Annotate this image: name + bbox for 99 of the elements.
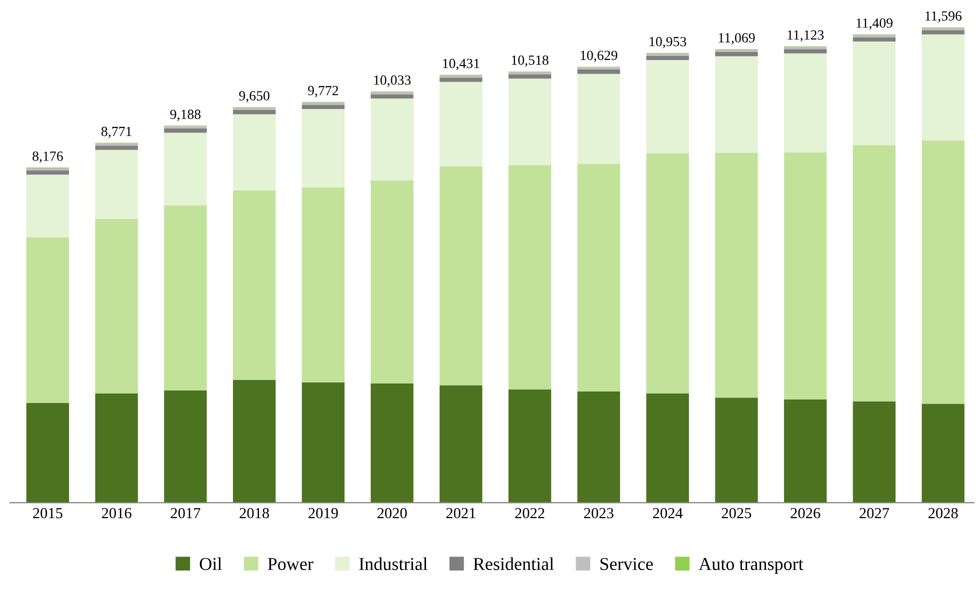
bar [715, 152, 758, 398]
x-tick-label: 2019 [308, 508, 338, 518]
x-tick-label: 2024 [652, 508, 683, 518]
bar [95, 393, 138, 503]
annotation: 9,188 [170, 110, 201, 122]
bar [784, 400, 827, 503]
bar [577, 164, 620, 392]
x-tick-label: 2022 [515, 508, 544, 518]
bar [715, 56, 758, 153]
annotation: 8,176 [32, 152, 63, 163]
bar [26, 402, 70, 503]
bar [852, 42, 896, 146]
bar [577, 70, 620, 74]
bar [646, 53, 689, 56]
annotation: 9,650 [239, 91, 270, 102]
annotation: 11,409 [856, 18, 892, 30]
bar [646, 153, 689, 394]
x-tick-label: 2015 [33, 508, 62, 518]
bar [577, 67, 620, 70]
bar [922, 34, 964, 140]
bar [26, 170, 70, 175]
bar [784, 53, 827, 152]
x-tick-label: 2021 [446, 508, 476, 518]
annotation: 10,629 [580, 50, 618, 62]
bar [232, 380, 276, 503]
bar [302, 109, 345, 188]
annotation: 11,069 [718, 33, 755, 44]
bar [508, 74, 552, 79]
bar [922, 30, 964, 34]
bar [646, 56, 689, 60]
bar [26, 174, 70, 238]
bar [302, 104, 345, 110]
x-tick-label: 2023 [584, 508, 614, 518]
annotation: 9,772 [308, 86, 338, 98]
bar [164, 128, 207, 133]
bar [784, 152, 827, 400]
bar [302, 187, 345, 382]
bar [370, 383, 414, 503]
bar [164, 126, 207, 129]
bar [440, 166, 482, 386]
bar [784, 46, 827, 50]
legend-label: Power [268, 558, 314, 570]
bar [852, 37, 896, 42]
bar [440, 82, 482, 167]
legend-label: Residential [473, 557, 554, 570]
bar [370, 92, 414, 94]
annotation: 11,596 [925, 11, 962, 23]
x-tick-label: 2018 [240, 508, 270, 518]
bar [164, 206, 207, 390]
bar [26, 168, 70, 170]
bar [370, 98, 414, 180]
bar [646, 60, 689, 154]
bar [922, 404, 964, 503]
annotation: 10,953 [650, 36, 686, 48]
bar [852, 145, 896, 402]
bar [440, 78, 482, 82]
x-tick-label: 2026 [790, 508, 820, 518]
x-tick-label: 2028 [928, 508, 958, 518]
bar [164, 390, 207, 503]
bar [922, 140, 964, 404]
x-tick-label: 2020 [377, 508, 407, 518]
x-tick-label: 2017 [170, 508, 200, 518]
bar [508, 165, 552, 390]
bar [715, 398, 758, 503]
bar [95, 146, 138, 150]
bar [302, 382, 345, 503]
bar [232, 190, 276, 380]
bar [508, 78, 552, 166]
bar [440, 385, 482, 503]
x-tick-label: 2016 [102, 508, 132, 518]
bar [164, 132, 207, 206]
bar [852, 401, 896, 503]
bar [26, 237, 70, 403]
legend-label: Industrial [359, 557, 428, 570]
bar [370, 94, 414, 99]
bar [95, 150, 138, 219]
bar [646, 393, 689, 503]
legend-label: Service [600, 558, 653, 570]
bar [922, 28, 964, 30]
legend-label: Oil [200, 557, 222, 570]
bar [577, 391, 620, 503]
x-tick-label: 2025 [722, 508, 752, 518]
annotation: 10,033 [374, 75, 411, 87]
annotation: 11,123 [788, 30, 824, 42]
annotation: 10,518 [512, 55, 548, 67]
legend-label: Auto transport [698, 558, 804, 574]
bar [784, 49, 827, 54]
bar [95, 143, 138, 146]
bar [577, 74, 620, 164]
annotation: 8,771 [101, 126, 132, 138]
annotation: 10,431 [443, 58, 480, 70]
x-tick-label: 2027 [860, 508, 890, 518]
bar [508, 72, 552, 74]
bar [508, 390, 552, 503]
bar [232, 114, 276, 190]
bar [715, 52, 758, 56]
bar [232, 110, 276, 114]
bar [370, 180, 414, 384]
bar [95, 218, 138, 394]
